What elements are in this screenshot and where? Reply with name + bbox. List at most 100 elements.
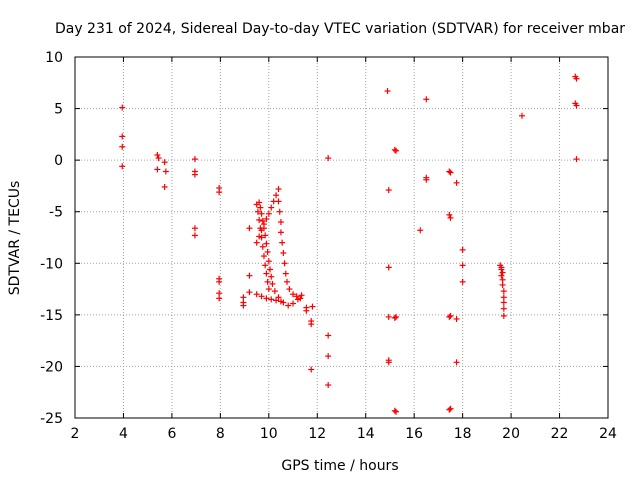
data-point [253,239,260,246]
data-point [297,295,304,302]
data-point [499,276,506,283]
data-point [290,291,297,298]
data-point [391,146,398,153]
data-point [499,269,506,276]
data-point [308,321,315,328]
data-point [258,227,265,234]
data-point [325,155,332,162]
data-point [216,278,223,285]
data-point [498,272,505,279]
x-tick-label: 12 [308,426,326,442]
data-point [447,214,454,221]
data-point [573,156,580,163]
x-tick-label: 16 [405,426,423,442]
data-point [258,210,265,217]
data-points [119,73,580,415]
data-point [447,312,454,319]
data-point [446,168,453,175]
data-point [385,187,392,194]
x-tick-label: 20 [502,426,520,442]
data-point [264,278,271,285]
data-point [385,359,392,366]
data-point [257,204,264,211]
data-point [191,225,198,232]
data-point [254,208,261,215]
data-point [258,293,265,300]
x-tick-label: 6 [167,426,176,442]
data-point [286,286,293,293]
data-point [453,315,460,322]
data-point [265,286,272,293]
data-point [263,215,270,222]
data-point [500,312,507,319]
data-point [268,204,275,211]
data-point [263,270,270,277]
data-point [273,192,280,199]
data-point [325,381,332,388]
data-point [385,264,392,271]
data-point [447,169,454,176]
data-point [155,155,162,162]
chart-title: Day 231 of 2024, Sidereal Day-to-day VTE… [55,21,625,37]
x-axis-label: GPS time / hours [281,458,398,474]
data-point [161,183,168,190]
data-point [267,266,274,273]
data-point [263,295,270,302]
data-point [273,297,280,304]
x-tick-label: 24 [599,426,617,442]
data-point [265,258,272,265]
y-tick-label: 0 [54,153,63,169]
data-point [325,332,332,339]
grid-lines [75,57,608,418]
data-point [191,171,198,178]
data-point [447,405,454,412]
data-point [500,294,507,301]
data-point [263,240,270,247]
x-tick-label: 8 [216,426,225,442]
y-tick-label: -10 [40,256,63,272]
data-point [293,293,300,300]
data-point [518,112,525,119]
data-point [246,289,253,296]
data-point [216,189,223,196]
data-point [260,221,267,228]
data-point [283,278,290,285]
data-point [119,133,126,140]
x-tick-label: 18 [454,426,472,442]
data-point [154,151,161,158]
data-point [417,227,424,234]
data-point [256,216,263,223]
data-point [423,96,430,103]
y-tick-label: -20 [40,359,63,375]
data-point [446,406,453,413]
data-point [393,313,400,320]
x-tick-label: 22 [551,426,569,442]
data-point [119,104,126,111]
data-point [500,288,507,295]
x-tick-label: 4 [119,426,128,442]
data-point [260,253,267,260]
data-point [277,219,284,226]
data-point [271,288,278,295]
data-point [298,292,305,299]
data-point [256,233,263,240]
data-point [119,143,126,150]
data-point [275,186,282,193]
data-point [446,313,453,320]
data-point [459,278,466,285]
data-point [268,273,275,280]
data-point [303,307,310,314]
y-tick-label: -15 [40,308,63,324]
x-tick-label: 10 [260,426,278,442]
data-point [191,232,198,239]
data-point [275,198,282,205]
data-point [253,201,260,208]
data-point [246,225,253,232]
data-point [216,295,223,302]
y-tick-label: 10 [45,50,63,66]
data-point [276,208,283,215]
data-point [191,156,198,163]
y-tick-label: -25 [40,411,63,427]
